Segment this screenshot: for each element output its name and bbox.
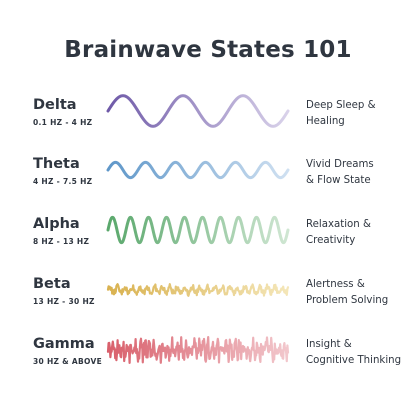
- state-row-alpha: Alpha 8 HZ - 13 HZ Relaxation & Creativi…: [0, 215, 416, 276]
- state-range: 8 HZ - 13 HZ: [33, 237, 90, 246]
- state-range: 30 HZ & ABOVE: [33, 357, 103, 366]
- state-row-theta: Theta 4 HZ - 7.5 HZ Vivid Dreams & Flow …: [0, 156, 416, 216]
- page-title: Brainwave States 101: [64, 37, 352, 63]
- description-line: Problem Solving: [306, 295, 389, 306]
- description-line: Cognitive Thinking: [306, 355, 402, 366]
- state-description: Alertness & Problem Solving: [306, 277, 388, 309]
- state-description: Vivid Dreams & Flow State: [306, 157, 374, 189]
- description-line: Alertness &: [306, 279, 365, 290]
- description-line: Relaxation &: [306, 219, 371, 230]
- state-name: Beta: [33, 276, 71, 292]
- state-row-gamma: Gamma 30 HZ & ABOVE Insight & Cognitive …: [0, 336, 416, 396]
- description-line: Deep Sleep &: [306, 100, 376, 111]
- state-row-beta: Beta 13 HZ - 30 HZ Alertness & Problem S…: [0, 276, 416, 336]
- alpha-wave-icon: [106, 215, 290, 245]
- state-name: Gamma: [33, 336, 95, 352]
- theta-wave-icon: [106, 160, 290, 180]
- state-range: 13 HZ - 30 HZ: [33, 297, 95, 306]
- description-line: Insight &: [306, 339, 352, 350]
- beta-wave-icon: [106, 283, 290, 297]
- state-description: Insight & Cognitive Thinking: [306, 337, 401, 369]
- description-line: & Flow State: [306, 175, 371, 186]
- state-name: Alpha: [33, 216, 80, 232]
- state-range: 0.1 HZ - 4 HZ: [33, 118, 93, 127]
- wave-path: [106, 160, 290, 180]
- wave-path: [106, 94, 290, 128]
- description-line: Vivid Dreams: [306, 159, 374, 170]
- delta-wave-icon: [106, 94, 290, 128]
- wave-path: [106, 283, 290, 297]
- state-name: Theta: [33, 156, 80, 172]
- state-name: Delta: [33, 97, 77, 113]
- wave-path: [106, 336, 290, 364]
- wave-path: [106, 215, 290, 245]
- state-range: 4 HZ - 7.5 HZ: [33, 177, 93, 186]
- state-description: Deep Sleep & Healing: [306, 98, 376, 130]
- description-line: Healing: [306, 116, 345, 127]
- description-line: Creativity: [306, 235, 356, 246]
- state-description: Relaxation & Creativity: [306, 217, 371, 249]
- state-row-delta: Delta 0.1 HZ - 4 HZ Deep Sleep & Healing: [0, 94, 416, 157]
- gamma-wave-icon: [106, 336, 290, 364]
